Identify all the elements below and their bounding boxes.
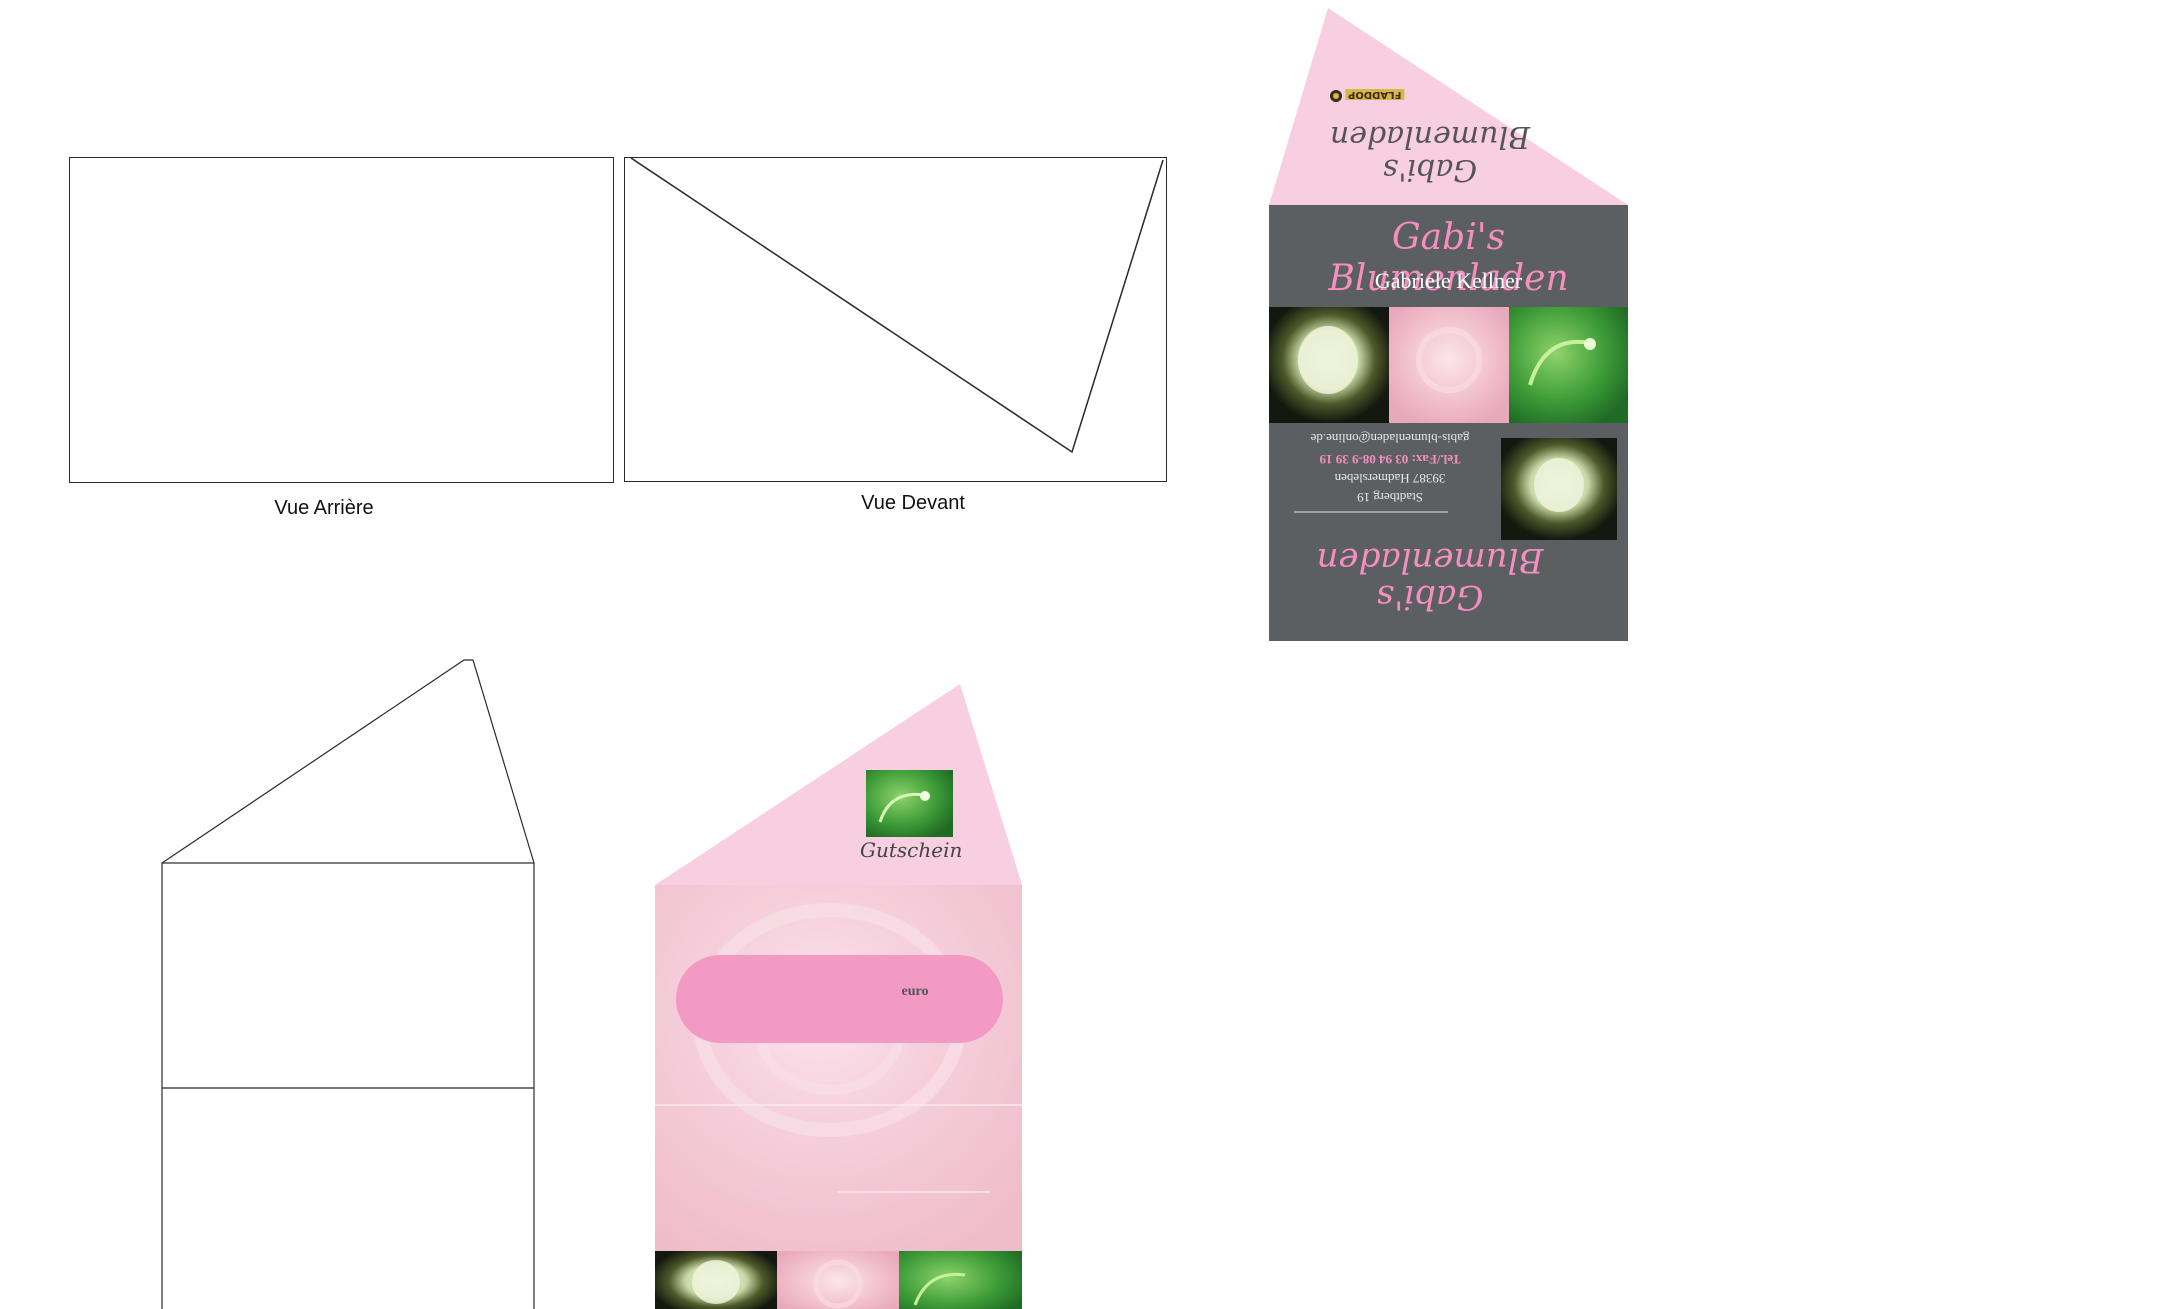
front-view-template	[624, 157, 1167, 482]
card-outside-owner-name: Gabriele Kellner	[1374, 268, 1523, 293]
currency-label: euro	[901, 984, 929, 999]
front-view-caption: Vue Devant	[861, 492, 965, 514]
card-outside-shop-name: Gabi's Blumenladen	[1328, 217, 1569, 299]
back-view-template	[69, 157, 614, 483]
voucher-title: Gutschein	[860, 838, 963, 862]
back-view-caption: Vue Arrière	[274, 497, 374, 519]
